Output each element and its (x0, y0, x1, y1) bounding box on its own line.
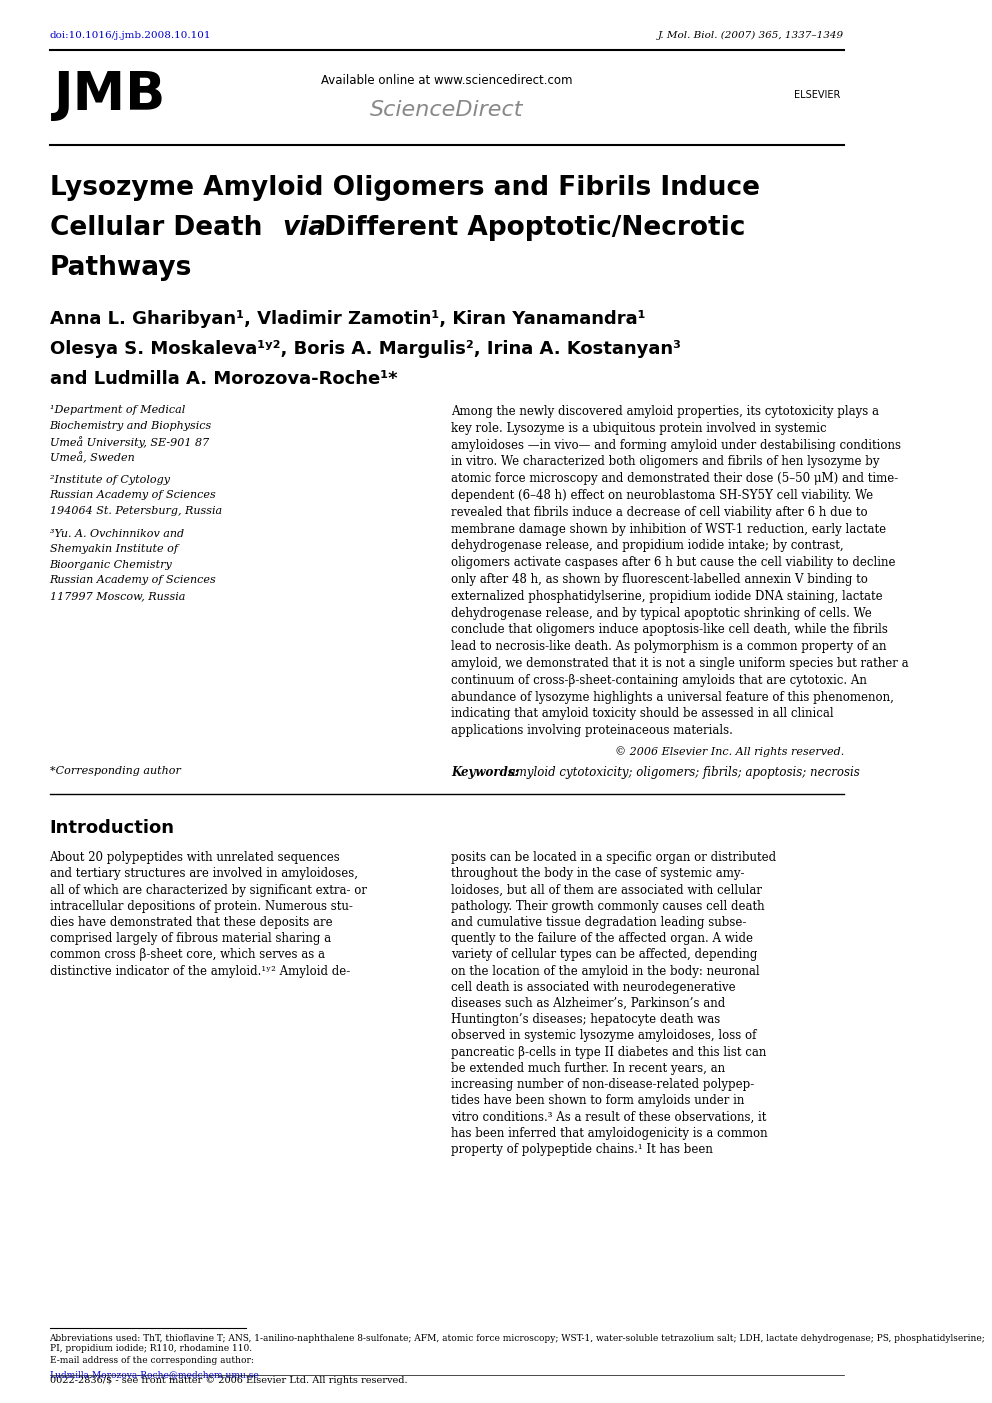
Text: observed in systemic lysozyme amyloidoses, loss of: observed in systemic lysozyme amyloidose… (451, 1030, 757, 1042)
Text: Cellular Death: Cellular Death (50, 215, 271, 241)
Text: externalized phosphatidylserine, propidium iodide DNA staining, lactate: externalized phosphatidylserine, propidi… (451, 589, 883, 603)
Text: membrane damage shown by inhibition of WST-1 reduction, early lactate: membrane damage shown by inhibition of W… (451, 522, 886, 536)
Text: Umeå, Sweden: Umeå, Sweden (50, 452, 134, 463)
Text: be extended much further. In recent years, an: be extended much further. In recent year… (451, 1062, 725, 1075)
Text: and tertiary structures are involved in amyloidoses,: and tertiary structures are involved in … (50, 867, 357, 881)
Text: continuum of cross-β-sheet-containing amyloids that are cytotoxic. An: continuum of cross-β-sheet-containing am… (451, 673, 867, 687)
Text: Shemyakin Institute of: Shemyakin Institute of (50, 544, 178, 554)
Text: doi:10.1016/j.jmb.2008.10.101: doi:10.1016/j.jmb.2008.10.101 (50, 31, 211, 41)
Text: applications involving proteinaceous materials.: applications involving proteinaceous mat… (451, 724, 733, 737)
Text: key role. Lysozyme is a ubiquitous protein involved in systemic: key role. Lysozyme is a ubiquitous prote… (451, 422, 827, 435)
Text: Lysozyme Amyloid Oligomers and Fibrils Induce: Lysozyme Amyloid Oligomers and Fibrils I… (50, 175, 760, 201)
Text: via: via (282, 215, 326, 241)
Text: common cross β-sheet core, which serves as a: common cross β-sheet core, which serves … (50, 948, 324, 961)
Text: E-mail address of the corresponding author:: E-mail address of the corresponding auth… (50, 1357, 253, 1365)
Text: 117997 Moscow, Russia: 117997 Moscow, Russia (50, 591, 185, 600)
Text: Huntington’s diseases; hepatocyte death was: Huntington’s diseases; hepatocyte death … (451, 1013, 720, 1026)
Text: Abbreviations used: ThT, thioflavine T; ANS, 1-anilino-naphthalene 8-sulfonate; : Abbreviations used: ThT, thioflavine T; … (50, 1334, 985, 1354)
Text: abundance of lysozyme highlights a universal feature of this phenomenon,: abundance of lysozyme highlights a unive… (451, 690, 894, 703)
Text: amyloid cytotoxicity; oligomers; fibrils; apoptosis; necrosis: amyloid cytotoxicity; oligomers; fibrils… (505, 766, 860, 779)
Text: Russian Academy of Sciences: Russian Academy of Sciences (50, 575, 216, 585)
Text: quently to the failure of the affected organ. A wide: quently to the failure of the affected o… (451, 932, 753, 946)
Text: Biochemistry and Biophysics: Biochemistry and Biophysics (50, 421, 211, 431)
Text: Ludmilla.Morozova-Roche@medchem.umu.se: Ludmilla.Morozova-Roche@medchem.umu.se (50, 1369, 259, 1379)
Text: loidoses, but all of them are associated with cellular: loidoses, but all of them are associated… (451, 884, 762, 897)
Text: has been inferred that amyloidogenicity is a common: has been inferred that amyloidogenicity … (451, 1127, 768, 1139)
Text: distinctive indicator of the amyloid.¹ʸ² Amyloid de-: distinctive indicator of the amyloid.¹ʸ²… (50, 965, 350, 978)
Text: About 20 polypeptides with unrelated sequences: About 20 polypeptides with unrelated seq… (50, 852, 340, 864)
Text: Pathways: Pathways (50, 255, 191, 281)
Text: ³Yu. A. Ovchinnikov and: ³Yu. A. Ovchinnikov and (50, 529, 184, 539)
Text: © 2006 Elsevier Inc. All rights reserved.: © 2006 Elsevier Inc. All rights reserved… (615, 746, 844, 756)
Text: *Corresponding author: *Corresponding author (50, 766, 181, 776)
Text: and cumulative tissue degradation leading subse-: and cumulative tissue degradation leadin… (451, 916, 747, 929)
Text: in vitro. We characterized both oligomers and fibrils of hen lysozyme by: in vitro. We characterized both oligomer… (451, 456, 880, 469)
Text: Different Apoptotic/Necrotic: Different Apoptotic/Necrotic (315, 215, 746, 241)
Text: Russian Academy of Sciences: Russian Academy of Sciences (50, 490, 216, 501)
Text: ELSEVIER: ELSEVIER (794, 90, 840, 100)
Text: atomic force microscopy and demonstrated their dose (5–50 μM) and time-: atomic force microscopy and demonstrated… (451, 473, 899, 485)
Text: revealed that fibrils induce a decrease of cell viability after 6 h due to: revealed that fibrils induce a decrease … (451, 506, 868, 519)
Text: Introduction: Introduction (50, 819, 175, 838)
Text: conclude that oligomers induce apoptosis-like cell death, while the fibrils: conclude that oligomers induce apoptosis… (451, 623, 888, 637)
Text: only after 48 h, as shown by fluorescent-labelled annexin V binding to: only after 48 h, as shown by fluorescent… (451, 572, 868, 586)
Text: J. Mol. Biol. (2007) 365, 1337–1349: J. Mol. Biol. (2007) 365, 1337–1349 (658, 31, 844, 41)
Text: lead to necrosis-like death. As polymorphism is a common property of an: lead to necrosis-like death. As polymorp… (451, 640, 887, 654)
Text: diseases such as Alzheimer’s, Parkinson’s and: diseases such as Alzheimer’s, Parkinson’… (451, 998, 725, 1010)
Text: vitro conditions.³ As a result of these observations, it: vitro conditions.³ As a result of these … (451, 1110, 767, 1124)
Text: and Ludmilla A. Morozova-Roche¹*: and Ludmilla A. Morozova-Roche¹* (50, 370, 397, 389)
Text: throughout the body in the case of systemic amy-: throughout the body in the case of syste… (451, 867, 745, 881)
Text: all of which are characterized by significant extra- or: all of which are characterized by signif… (50, 884, 366, 897)
Text: intracellular depositions of protein. Numerous stu-: intracellular depositions of protein. Nu… (50, 899, 352, 913)
Text: Umeå University, SE-901 87: Umeå University, SE-901 87 (50, 436, 208, 448)
Text: 0022-2836/$ - see front matter © 2006 Elsevier Ltd. All rights reserved.: 0022-2836/$ - see front matter © 2006 El… (50, 1376, 407, 1385)
Text: Available online at www.sciencedirect.com: Available online at www.sciencedirect.co… (321, 73, 572, 87)
Text: 194064 St. Petersburg, Russia: 194064 St. Petersburg, Russia (50, 505, 221, 516)
Text: dehydrogenase release, and by typical apoptotic shrinking of cells. We: dehydrogenase release, and by typical ap… (451, 606, 872, 620)
Text: ScienceDirect: ScienceDirect (370, 100, 524, 121)
Text: comprised largely of fibrous material sharing a: comprised largely of fibrous material sh… (50, 932, 330, 946)
Text: posits can be located in a specific organ or distributed: posits can be located in a specific orga… (451, 852, 777, 864)
Text: oligomers activate caspases after 6 h but cause the cell viability to decline: oligomers activate caspases after 6 h bu… (451, 556, 896, 570)
Text: indicating that amyloid toxicity should be assessed in all clinical: indicating that amyloid toxicity should … (451, 707, 834, 720)
Text: Bioorganic Chemistry: Bioorganic Chemistry (50, 560, 173, 570)
Text: amyloid, we demonstrated that it is not a single uniform species but rather a: amyloid, we demonstrated that it is not … (451, 657, 909, 671)
Text: dependent (6–48 h) effect on neuroblastoma SH-SY5Y cell viability. We: dependent (6–48 h) effect on neuroblasto… (451, 490, 873, 502)
Text: JMB: JMB (54, 69, 167, 121)
Text: ²Institute of Cytology: ²Institute of Cytology (50, 474, 170, 485)
Text: tides have been shown to form amyloids under in: tides have been shown to form amyloids u… (451, 1094, 745, 1107)
Text: increasing number of non-disease-related polypep-: increasing number of non-disease-related… (451, 1078, 755, 1092)
Text: Keywords:: Keywords: (451, 766, 519, 779)
Text: property of polypeptide chains.¹ It has been: property of polypeptide chains.¹ It has … (451, 1143, 713, 1156)
Text: Anna L. Gharibyan¹, Vladimir Zamotin¹, Kiran Yanamandra¹: Anna L. Gharibyan¹, Vladimir Zamotin¹, K… (50, 310, 645, 328)
Text: ¹Department of Medical: ¹Department of Medical (50, 405, 185, 415)
Text: cell death is associated with neurodegenerative: cell death is associated with neurodegen… (451, 981, 736, 993)
Text: pathology. Their growth commonly causes cell death: pathology. Their growth commonly causes … (451, 899, 765, 913)
Text: Olesya S. Moskaleva¹ʸ², Boris A. Margulis², Irina A. Kostanyan³: Olesya S. Moskaleva¹ʸ², Boris A. Marguli… (50, 340, 681, 358)
Text: Among the newly discovered amyloid properties, its cytotoxicity plays a: Among the newly discovered amyloid prope… (451, 405, 879, 418)
Text: pancreatic β-cells in type II diabetes and this list can: pancreatic β-cells in type II diabetes a… (451, 1045, 767, 1059)
Text: on the location of the amyloid in the body: neuronal: on the location of the amyloid in the bo… (451, 965, 760, 978)
Text: amyloidoses —in vivo— and forming amyloid under destabilising conditions: amyloidoses —in vivo— and forming amyloi… (451, 439, 901, 452)
Text: dies have demonstrated that these deposits are: dies have demonstrated that these deposi… (50, 916, 332, 929)
Text: dehydrogenase release, and propidium iodide intake; by contrast,: dehydrogenase release, and propidium iod… (451, 539, 844, 553)
Text: variety of cellular types can be affected, depending: variety of cellular types can be affecte… (451, 948, 758, 961)
